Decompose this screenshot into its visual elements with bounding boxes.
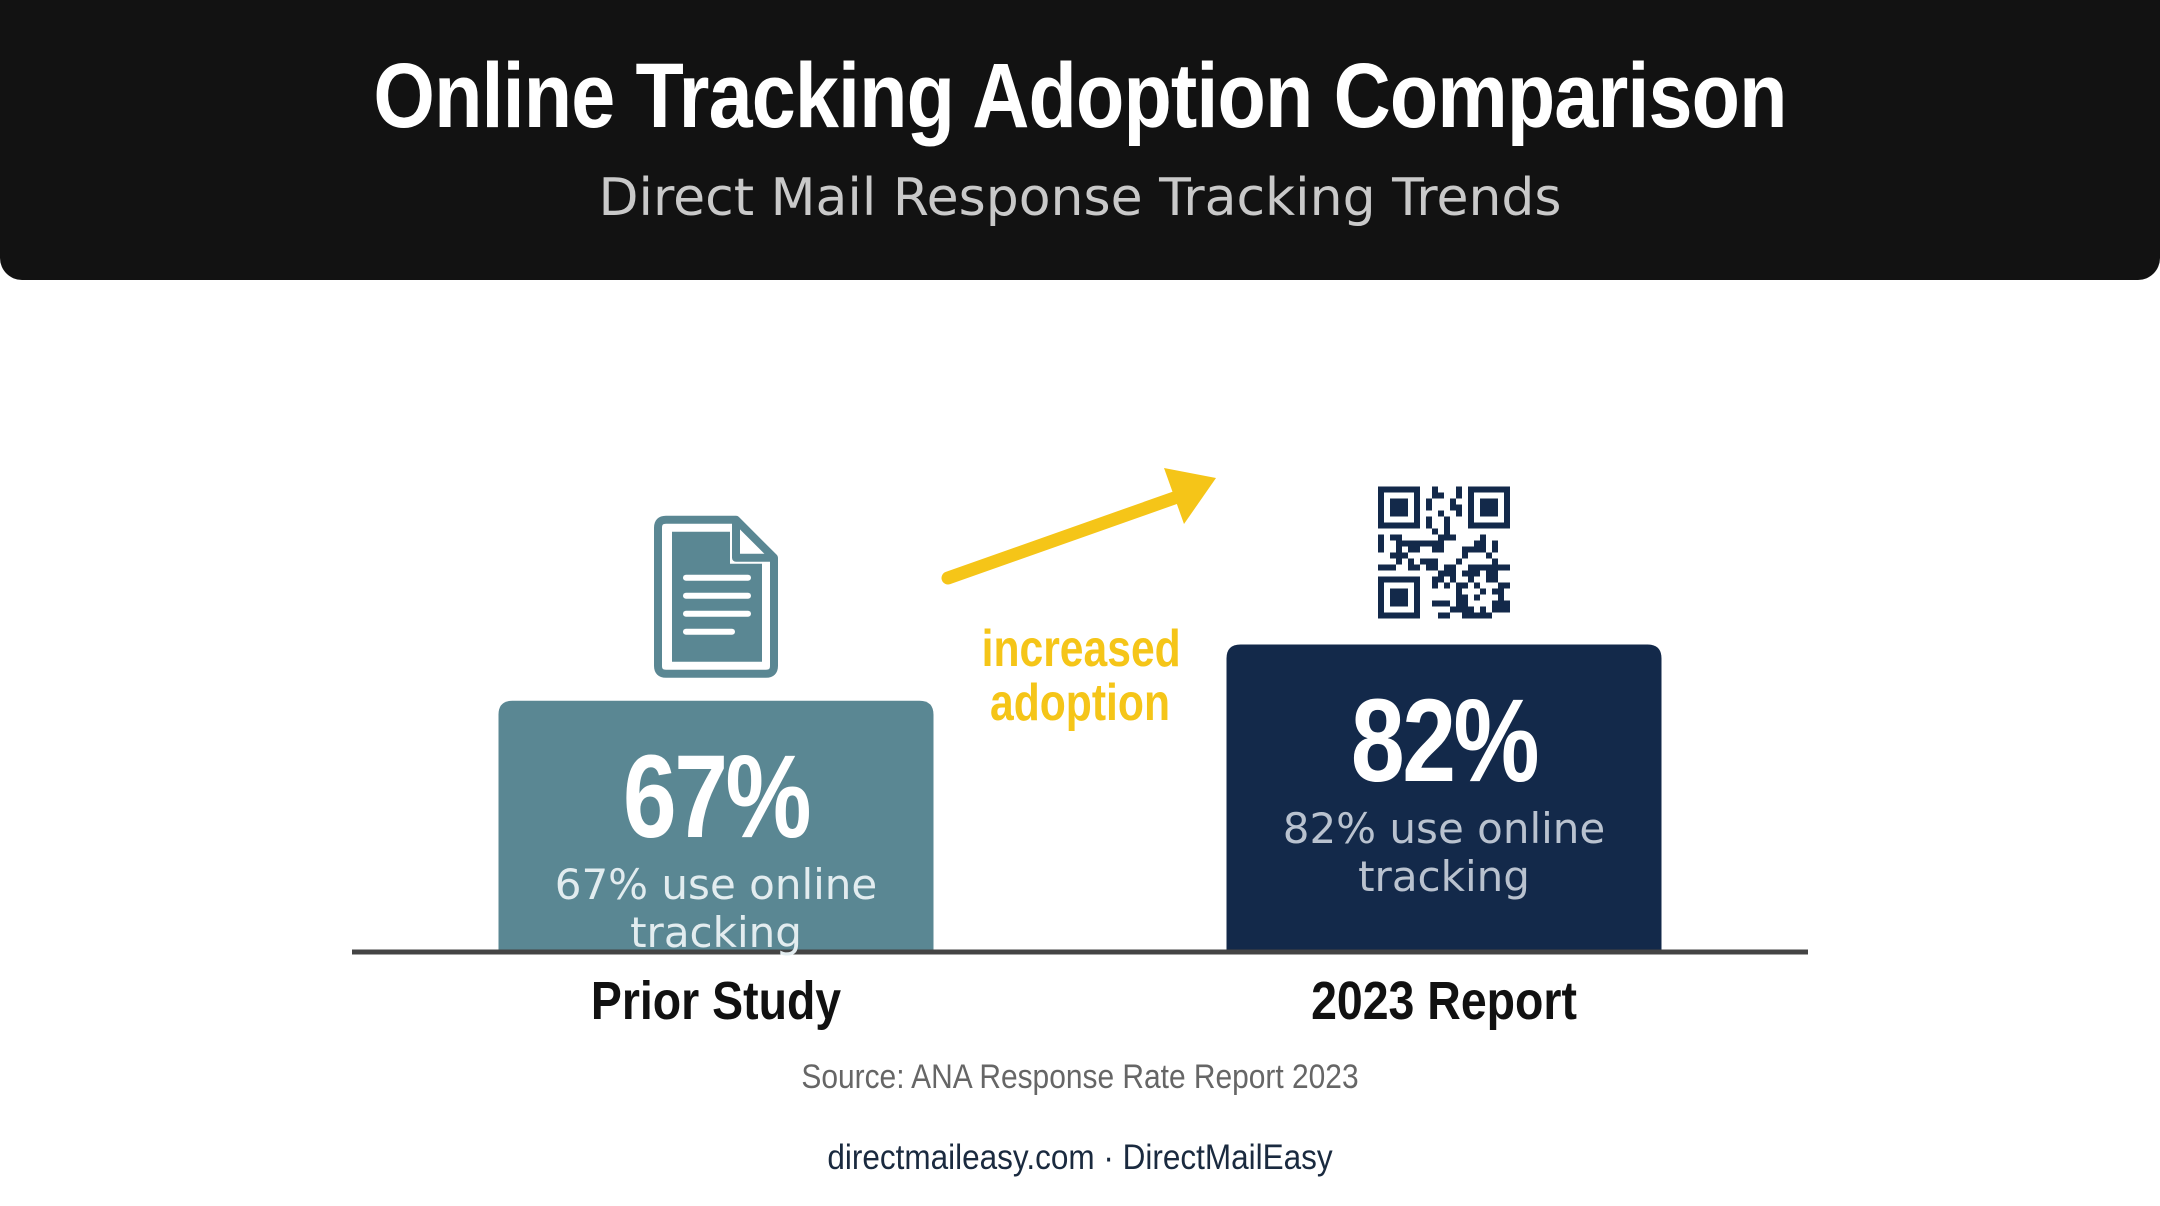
category-label: Prior Study [590,971,842,1031]
increase-arrow [941,468,1216,585]
bar-description: 67% use online tracking [554,859,878,957]
bar-value-label: 67% [622,730,812,863]
source-note: Source: ANA Response Rate Report 2023 [801,1058,1359,1096]
header-banner: Online Tracking Adoption Comparison Dire… [0,0,2160,280]
qr-code-icon [1378,486,1510,619]
annotation-label: increased adoption [981,620,1181,732]
bar-description: 82% use online tracking [1282,803,1606,901]
document-icon [654,515,778,678]
chart-subtitle: Direct Mail Response Tracking Trends [598,168,1562,228]
bar-value-label: 82% [1350,674,1540,807]
bar-prior-study [498,700,934,952]
footer-credit: directmaileasy.com · DirectMailEasy [827,1138,1333,1177]
bar-2023-report [1226,644,1662,952]
chart-title: Online Tracking Adoption Comparison [373,45,1787,147]
category-label: 2023 Report [1311,971,1577,1031]
